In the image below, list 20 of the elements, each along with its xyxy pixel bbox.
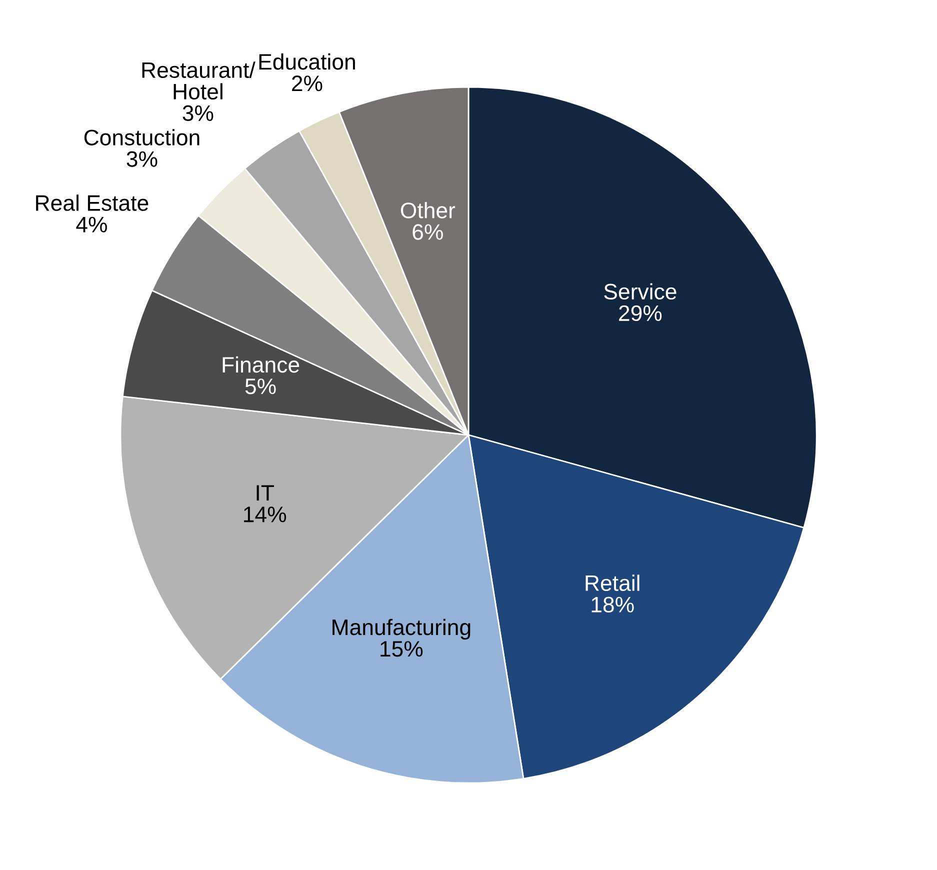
slice-label: Other — [400, 202, 456, 218]
data-label: 29% — [619, 305, 662, 322]
data-label: 3% — [126, 151, 158, 167]
slice-label: Real Estate — [36, 194, 148, 211]
slice-label: Retail — [586, 574, 640, 592]
slice-label: IT — [256, 485, 274, 501]
data-label: 2% — [292, 76, 322, 92]
data-label: 3% — [182, 105, 214, 122]
data-label: 14% — [244, 506, 286, 522]
data-label: 18% — [592, 596, 634, 613]
slice-label: Service — [604, 283, 676, 300]
data-label: 4% — [76, 216, 107, 232]
slice-label: Manufacturing — [332, 618, 470, 640]
slice-label: Restaurant/ Hotel — [142, 62, 256, 100]
data-label: 6% — [412, 224, 443, 240]
data-label: 15% — [380, 641, 423, 657]
slice-label: Education — [259, 53, 355, 70]
slice-label: Finance — [222, 356, 300, 373]
slice-label: Constuction — [84, 129, 200, 146]
data-label: 5% — [245, 378, 276, 394]
